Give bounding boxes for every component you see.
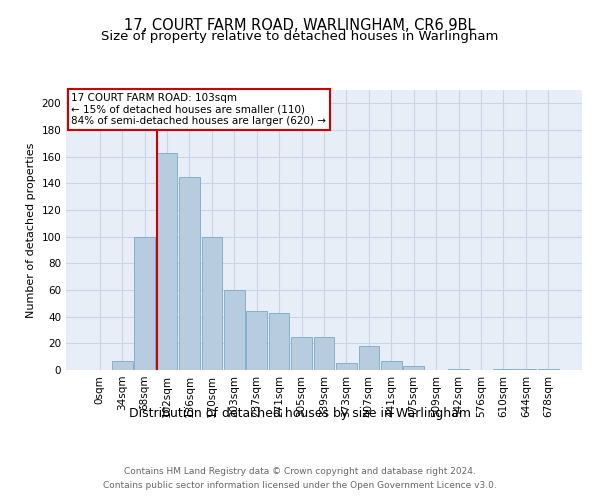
Bar xyxy=(224,290,245,370)
Text: Contains public sector information licensed under the Open Government Licence v3: Contains public sector information licen… xyxy=(103,481,497,490)
Bar xyxy=(269,312,289,370)
Text: Distribution of detached houses by size in Warlingham: Distribution of detached houses by size … xyxy=(129,408,471,420)
Bar xyxy=(538,368,559,370)
Bar xyxy=(247,312,267,370)
Text: Size of property relative to detached houses in Warlingham: Size of property relative to detached ho… xyxy=(101,30,499,43)
Bar xyxy=(112,360,133,370)
Bar xyxy=(202,236,222,370)
Bar xyxy=(134,236,155,370)
Bar xyxy=(403,366,424,370)
Bar xyxy=(381,360,401,370)
Text: 17, COURT FARM ROAD, WARLINGHAM, CR6 9BL: 17, COURT FARM ROAD, WARLINGHAM, CR6 9BL xyxy=(124,18,476,32)
Y-axis label: Number of detached properties: Number of detached properties xyxy=(26,142,36,318)
Bar xyxy=(179,176,200,370)
Bar xyxy=(291,336,312,370)
Bar xyxy=(493,368,514,370)
Bar xyxy=(515,368,536,370)
Bar xyxy=(314,336,334,370)
Bar xyxy=(359,346,379,370)
Bar xyxy=(448,368,469,370)
Text: Contains HM Land Registry data © Crown copyright and database right 2024.: Contains HM Land Registry data © Crown c… xyxy=(124,468,476,476)
Text: 17 COURT FARM ROAD: 103sqm
← 15% of detached houses are smaller (110)
84% of sem: 17 COURT FARM ROAD: 103sqm ← 15% of deta… xyxy=(71,93,326,126)
Bar xyxy=(336,364,357,370)
Bar xyxy=(157,152,178,370)
